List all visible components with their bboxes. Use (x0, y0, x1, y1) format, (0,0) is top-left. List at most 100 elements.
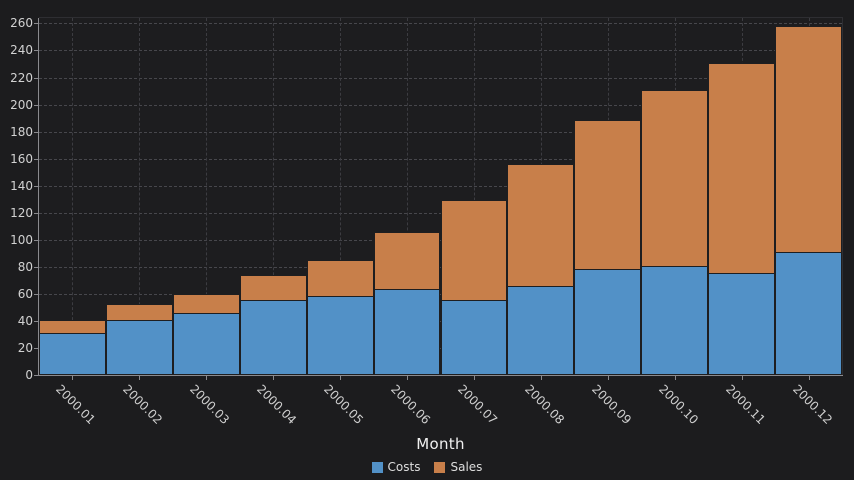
legend: Costs Sales (0, 460, 854, 474)
x-tick-label: 2000.05 (321, 382, 381, 427)
bar-stack (775, 18, 842, 375)
y-tick-mark (34, 104, 39, 106)
x-tick-label-text: 2000.07 (455, 382, 501, 427)
h-gridline (39, 23, 842, 25)
x-axis-line (38, 375, 843, 376)
y-tick-label: 220 (10, 70, 33, 85)
plot-frame-top (39, 17, 843, 18)
bar-segment-costs (306, 295, 374, 375)
y-tick-mark (34, 375, 39, 376)
h-gridline (39, 104, 842, 106)
y-tick-mark (34, 23, 39, 25)
x-tick-label: 2000.07 (455, 382, 515, 427)
x-tick-mark (340, 376, 342, 380)
v-gridline (473, 18, 475, 375)
x-tick-label: 2000.10 (656, 382, 716, 427)
x-tick-mark (540, 376, 542, 380)
legend-item-costs[interactable]: Costs (371, 460, 421, 474)
bar-segment-sales (440, 199, 508, 301)
y-tick-label: 140 (10, 178, 33, 193)
x-tick-label-text: 2000.02 (120, 382, 166, 427)
bar-segment-sales (373, 232, 441, 290)
x-tick-label: 2000.12 (790, 382, 850, 427)
bar-segment-sales (306, 260, 374, 297)
bar-segment-sales (105, 303, 173, 321)
bar-segment-costs (105, 319, 173, 375)
bar-segment-sales (172, 294, 240, 315)
h-gridline (39, 77, 842, 79)
x-axis-title: Month (416, 435, 465, 453)
v-gridline (273, 18, 275, 375)
y-tick-label: 40 (17, 313, 33, 328)
y-tick-mark (34, 185, 39, 187)
x-tick-label-text: 2000.10 (655, 382, 701, 427)
x-tick-label-text: 2000.11 (722, 382, 768, 427)
x-tick-mark (139, 376, 141, 380)
bar-segment-costs (708, 272, 776, 375)
bar-segment-costs (373, 288, 441, 375)
bar-stack (172, 18, 240, 375)
y-tick-label: 200 (10, 97, 33, 112)
y-tick-label: 240 (10, 43, 33, 58)
v-gridline (206, 18, 208, 375)
x-tick-label-text: 2000.09 (588, 382, 634, 427)
y-tick-label: 20 (17, 340, 33, 355)
bar-segment-sales (574, 119, 642, 270)
h-gridline (39, 50, 842, 52)
bar-segment-sales (708, 63, 776, 274)
x-tick-label: 2000.06 (388, 382, 448, 427)
x-tick-label-text: 2000.04 (254, 382, 300, 427)
x-tick-label-text: 2000.03 (187, 382, 233, 427)
bar-stack (239, 18, 307, 375)
bar-stack (39, 18, 106, 375)
bar-segment-costs (641, 265, 709, 375)
bar-segment-costs (440, 299, 508, 375)
y-tick-label: 260 (10, 16, 33, 31)
y-tick-label: 60 (17, 286, 33, 301)
y-tick-mark (34, 158, 39, 160)
x-tick-label: 2000.11 (723, 382, 783, 427)
legend-swatch-icon (434, 461, 446, 473)
bar-stack (641, 18, 709, 375)
v-gridline (407, 18, 409, 375)
bar-segment-sales (39, 319, 106, 335)
bar-stack (105, 18, 173, 375)
legend-item-sales[interactable]: Sales (434, 460, 482, 474)
y-tick-label: 120 (10, 205, 33, 220)
y-tick-label: 180 (10, 124, 33, 139)
bar-segment-sales (775, 26, 842, 254)
x-tick-mark (607, 376, 609, 380)
x-tick-label-text: 2000.12 (789, 382, 835, 427)
v-gridline (139, 18, 141, 375)
bar-segment-costs (775, 252, 842, 375)
x-tick-mark (273, 376, 275, 380)
bar-segment-sales (641, 90, 709, 267)
y-tick-mark (34, 320, 39, 322)
legend-label: Costs (387, 460, 421, 474)
x-tick-mark (206, 376, 208, 380)
bar-stack (440, 18, 508, 375)
legend-label: Sales (450, 460, 483, 474)
v-gridline (72, 18, 74, 375)
x-tick-label: 2000.08 (522, 382, 582, 427)
y-tick-mark (34, 293, 39, 295)
y-tick-mark (34, 77, 39, 79)
bar-stack (708, 18, 776, 375)
x-tick-mark (473, 376, 475, 380)
x-tick-mark (674, 376, 676, 380)
x-tick-mark (407, 376, 409, 380)
x-tick-label-text: 2000.01 (53, 382, 99, 427)
y-tick-label: 80 (17, 259, 33, 274)
y-tick-label: 160 (10, 151, 33, 166)
x-tick-label-text: 2000.06 (388, 382, 434, 427)
y-tick-mark (34, 131, 39, 133)
bar-stack (306, 18, 374, 375)
h-gridline (39, 131, 842, 133)
y-tick-mark (34, 50, 39, 52)
plot-frame-right (842, 18, 843, 375)
legend-swatch-icon (371, 461, 383, 473)
x-tick-mark (808, 376, 810, 380)
x-tick-label: 2000.09 (589, 382, 649, 427)
x-tick-label: 2000.02 (120, 382, 180, 427)
